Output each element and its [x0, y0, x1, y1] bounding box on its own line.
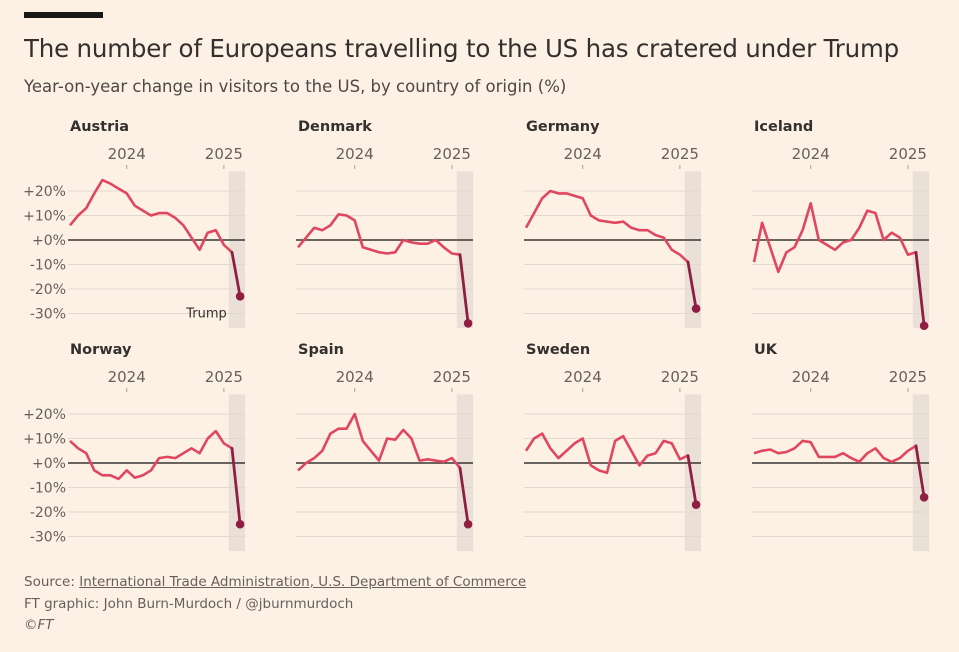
- x-tick-label: 2025: [889, 145, 927, 163]
- trump-segment-denmark: [458, 253, 470, 325]
- series-line-austria: [68, 178, 233, 254]
- x-tick-label: 2025: [205, 145, 243, 163]
- source-label: Source:: [24, 574, 80, 590]
- x-tick-label: 2024: [336, 368, 374, 386]
- source-link[interactable]: International Trade Administration, U.S.…: [79, 574, 527, 590]
- y-tick-label: -30%: [30, 530, 66, 546]
- series-line-uk: [753, 439, 917, 464]
- latest-point-sweden: [691, 500, 701, 509]
- y-tick-label: +20%: [23, 407, 66, 423]
- x-tick-label: 2024: [792, 145, 830, 163]
- x-tick-label: 2025: [661, 368, 699, 386]
- series-line-iceland: [752, 202, 917, 274]
- chart-title: The number of Europeans travelling to th…: [24, 34, 900, 63]
- y-tick-label: +20%: [23, 184, 66, 200]
- latest-point-austria: [235, 292, 245, 301]
- y-tick-label: -20%: [30, 282, 66, 298]
- trump-segment-uk: [914, 444, 926, 499]
- trump-segment-austria: [230, 250, 242, 298]
- ft-brand-bar: [24, 12, 103, 18]
- trump-period-shade-sweden: [684, 394, 702, 552]
- panel-title-norway: Norway: [70, 342, 132, 358]
- x-tick-label: 2025: [433, 368, 471, 386]
- y-tick-label: -20%: [30, 505, 66, 521]
- x-tick-label: 2025: [661, 145, 699, 163]
- trump-segment-germany: [686, 260, 698, 311]
- y-tick-label: +0%: [32, 456, 66, 472]
- trump-segment-spain: [458, 466, 470, 526]
- series-line-denmark: [297, 213, 461, 256]
- latest-point-denmark: [463, 319, 473, 328]
- x-tick-label: 2024: [108, 145, 146, 163]
- latest-point-germany: [691, 304, 701, 313]
- x-tick-label: 2025: [889, 368, 927, 386]
- trump-segment-iceland: [914, 250, 926, 328]
- y-tick-label: +10%: [23, 209, 66, 225]
- y-tick-label: +0%: [32, 233, 66, 249]
- trump-period-shade-austria: [228, 171, 246, 329]
- panel-title-germany: Germany: [526, 119, 600, 135]
- x-tick-label: 2024: [792, 368, 830, 386]
- chart-subtitle: Year-on-year change in visitors to the U…: [24, 77, 567, 96]
- credit-line: FT graphic: John Burn-Murdoch / @jburnmu…: [24, 596, 354, 612]
- latest-point-uk: [919, 493, 929, 502]
- trump-annotation: Trump: [185, 307, 227, 322]
- panel-title-denmark: Denmark: [298, 119, 372, 135]
- panel-title-uk: UK: [754, 342, 778, 358]
- x-tick-label: 2024: [564, 145, 602, 163]
- x-tick-label: 2025: [433, 145, 471, 163]
- source-line: Source: International Trade Administrati…: [24, 574, 526, 590]
- x-tick-label: 2024: [564, 368, 602, 386]
- y-tick-label: -10%: [30, 258, 66, 274]
- series-line-sweden: [524, 432, 689, 475]
- x-tick-label: 2025: [205, 368, 243, 386]
- panel-title-spain: Spain: [298, 342, 344, 358]
- trump-segment-sweden: [686, 454, 698, 507]
- latest-point-norway: [235, 519, 245, 529]
- latest-point-iceland: [919, 321, 929, 331]
- trump-period-shade-germany: [684, 171, 702, 329]
- panel-title-sweden: Sweden: [526, 342, 590, 358]
- copyright: ©FT: [24, 617, 54, 633]
- x-tick-label: 2024: [108, 368, 146, 386]
- panel-title-iceland: Iceland: [754, 119, 813, 135]
- trump-segment-norway: [230, 446, 242, 526]
- y-tick-label: +10%: [23, 432, 66, 448]
- y-tick-label: -30%: [30, 307, 66, 323]
- panel-title-austria: Austria: [70, 119, 129, 135]
- latest-point-spain: [463, 519, 473, 529]
- series-line-spain: [297, 412, 462, 472]
- y-tick-label: -10%: [30, 481, 66, 497]
- x-tick-label: 2024: [336, 145, 374, 163]
- series-line-germany: [524, 189, 689, 264]
- series-line-norway: [69, 429, 233, 481]
